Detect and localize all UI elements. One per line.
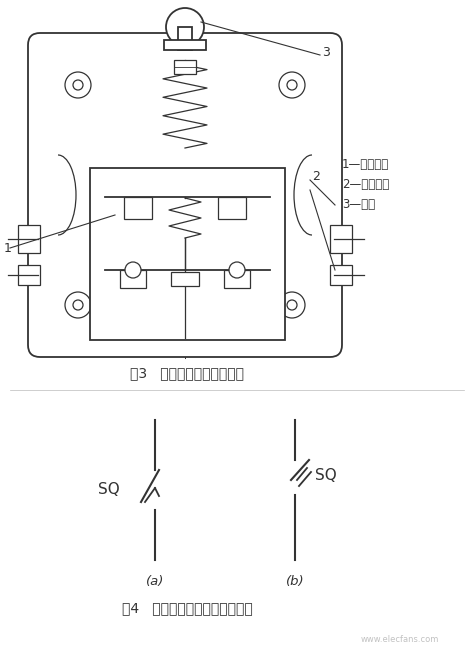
Circle shape — [279, 72, 305, 98]
Circle shape — [73, 80, 83, 90]
Bar — [224, 270, 250, 288]
Bar — [120, 270, 146, 288]
Bar — [330, 225, 352, 253]
Bar — [330, 265, 352, 285]
Bar — [90, 168, 285, 340]
Text: 3—推杆: 3—推杆 — [342, 199, 375, 211]
Text: www.elecfans.com: www.elecfans.com — [361, 636, 439, 644]
Text: 2—静触头：: 2—静触头： — [342, 179, 389, 192]
Bar — [171, 272, 199, 286]
Text: 1—动触头：: 1—动触头： — [342, 158, 389, 171]
Bar — [174, 60, 196, 74]
Text: (b): (b) — [286, 576, 304, 589]
Bar — [164, 40, 206, 50]
Text: (a): (a) — [146, 576, 164, 589]
Circle shape — [65, 72, 91, 98]
Circle shape — [65, 292, 91, 318]
Bar — [124, 197, 152, 219]
Text: 2: 2 — [312, 169, 320, 182]
Text: 3: 3 — [322, 46, 330, 60]
Text: SQ: SQ — [98, 483, 120, 498]
Text: SQ: SQ — [315, 468, 337, 483]
Text: 图3   接触式行程开关结构图: 图3 接触式行程开关结构图 — [130, 366, 244, 380]
Bar — [218, 197, 246, 219]
Circle shape — [287, 80, 297, 90]
Circle shape — [279, 292, 305, 318]
Bar — [178, 27, 192, 50]
Circle shape — [229, 262, 245, 278]
FancyBboxPatch shape — [28, 33, 342, 357]
Bar — [18, 265, 40, 285]
Circle shape — [73, 300, 83, 310]
Circle shape — [125, 262, 141, 278]
Text: 1: 1 — [4, 241, 12, 254]
Circle shape — [166, 8, 204, 46]
Bar — [18, 225, 40, 253]
Text: 图4   行程开关的图形和文字符号: 图4 行程开关的图形和文字符号 — [122, 601, 252, 615]
Circle shape — [287, 300, 297, 310]
